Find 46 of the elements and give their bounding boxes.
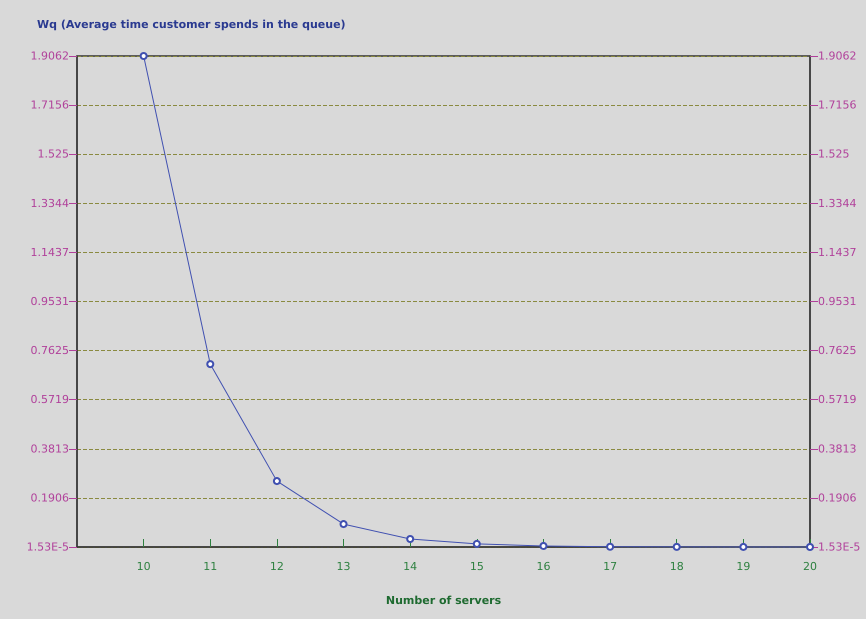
x-tick-label: 13 [336, 560, 351, 573]
y-tick-label: 1.53E-5 [26, 540, 69, 554]
x-tick-label: 17 [603, 560, 618, 573]
point [406, 535, 414, 544]
y-tick-label: 1.1437 [30, 246, 69, 259]
y2-tick-label: 1.9062 [818, 50, 856, 62]
point [806, 542, 814, 551]
y2-tick-label: 1.525 [818, 148, 850, 161]
x-tick-label: 19 [736, 560, 750, 573]
y-tick-label: 1.3344 [30, 196, 69, 210]
y-tick-label: 0.3813 [30, 442, 69, 456]
y-tick-label: 1.525 [38, 148, 69, 161]
point [340, 520, 348, 528]
x-tick-label: 15 [470, 560, 484, 573]
y-tick-label: 0.5719 [30, 393, 69, 406]
y2-tick-label: 0.7625 [818, 344, 856, 358]
point [272, 477, 281, 486]
y2-tick-label: 1.53E-5 [818, 540, 860, 554]
y2-tick-label: 1.1437 [818, 246, 856, 259]
x-axis-title: Number of servers [386, 594, 502, 607]
y2-tick-label: 1.7156 [818, 98, 856, 112]
x-tick-label: 10 [136, 560, 151, 573]
point [539, 542, 548, 550]
y-tick-label: 0.7625 [30, 344, 69, 358]
x-tick-label: 14 [403, 560, 418, 573]
point [739, 542, 748, 551]
point [472, 540, 481, 548]
x-tick-label: 11 [203, 560, 218, 573]
y-tick-label: 1.9062 [30, 50, 69, 62]
point [206, 360, 214, 368]
y2-tick-label: 0.1906 [818, 491, 856, 504]
y-tick-label: 1.7156 [30, 98, 69, 112]
y2-tick-label: 0.5719 [818, 393, 856, 406]
chart-title: Wq (Average time customer spends in the queue) [37, 18, 346, 31]
y2-tick-label: 0.3813 [818, 442, 856, 456]
y-tick-label: 0.9531 [30, 295, 69, 308]
point [672, 542, 681, 551]
y2-tick-label: 0.9531 [818, 295, 856, 308]
x-tick-label: 20 [803, 560, 817, 573]
point [606, 542, 614, 551]
x-tick-label: 16 [536, 560, 550, 573]
y2-tick-label: 1.3344 [818, 196, 856, 210]
x-tick-label: 12 [270, 560, 284, 573]
point [140, 52, 148, 60]
x-tick-label: 18 [670, 560, 684, 573]
y-tick-label: 0.1906 [30, 491, 69, 504]
